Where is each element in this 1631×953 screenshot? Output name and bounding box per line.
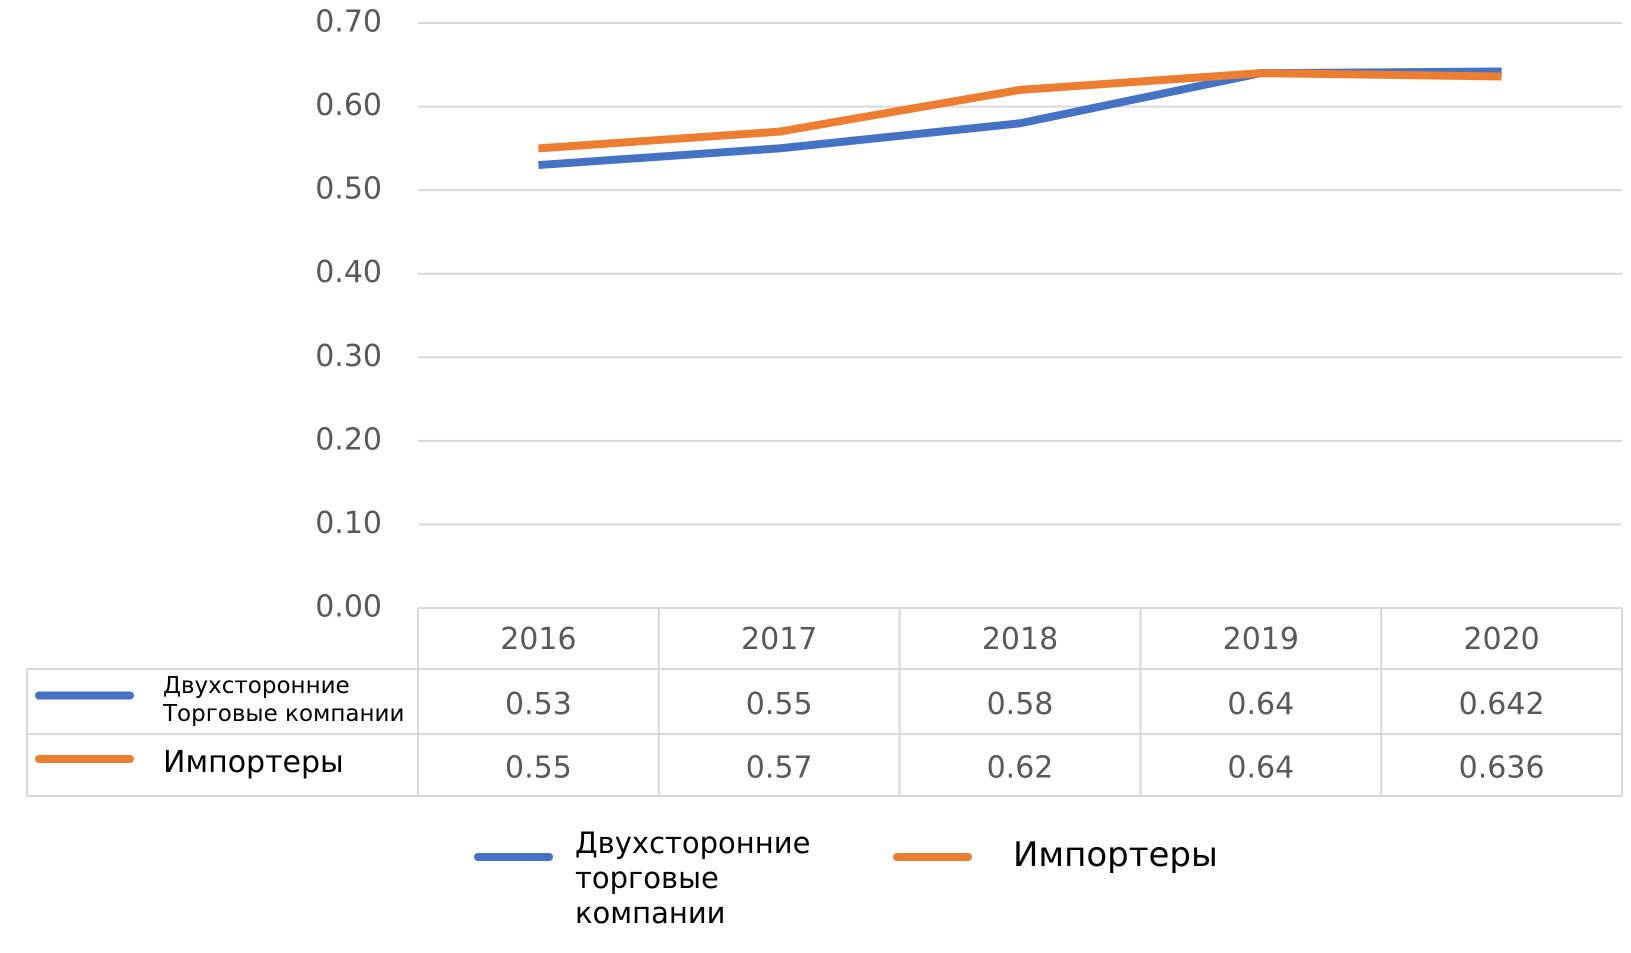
table-value: 0.55 (505, 751, 572, 786)
table-row-label: Импортеры (163, 745, 344, 780)
legend-label: Двухсторонние торговые компании (575, 826, 811, 930)
series-line (538, 69, 1502, 153)
x-tick-label: 2020 (1463, 622, 1539, 657)
legend-label-box: Импортеры (1013, 835, 1218, 875)
x-tick-label: 2019 (1223, 622, 1299, 657)
table-value: 0.53 (505, 687, 572, 722)
y-tick-label: 0.40 (315, 255, 382, 290)
legend-label: Импортеры (1013, 835, 1218, 875)
table-value: 0.55 (746, 687, 813, 722)
y-tick-label: 0.30 (315, 339, 382, 374)
x-tick-label: 2017 (741, 622, 817, 657)
y-tick-label: 0.60 (315, 88, 382, 123)
table-row-label-box: Двухсторонние Торговые компании (163, 673, 405, 727)
table-value: 0.636 (1459, 751, 1545, 786)
table-value: 0.64 (1227, 751, 1294, 786)
y-tick-label: 0.10 (315, 506, 382, 541)
table-value: 0.58 (987, 687, 1054, 722)
y-tick-label: 0.20 (315, 422, 382, 457)
table-row-label-box: Импортеры (163, 745, 344, 780)
table-row-label: Двухсторонние Торговые компании (163, 673, 405, 727)
legend-label-box: Двухсторонние торговые компании (575, 826, 811, 930)
x-tick-label: 2016 (500, 622, 576, 657)
table-value: 0.57 (746, 751, 813, 786)
x-tick-label: 2018 (982, 622, 1058, 657)
series-line (538, 67, 1502, 170)
table-value: 0.62 (987, 751, 1054, 786)
table-value: 0.64 (1227, 687, 1294, 722)
y-tick-label: 0.50 (315, 172, 382, 207)
table-value: 0.642 (1459, 687, 1545, 722)
y-tick-label: 0.70 (315, 5, 382, 40)
y-tick-label: 0.00 (315, 590, 382, 625)
